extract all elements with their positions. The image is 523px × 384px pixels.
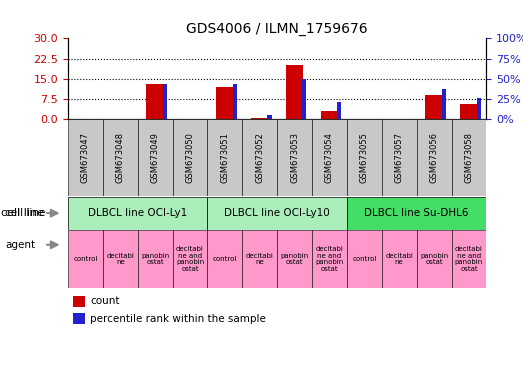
Bar — [347, 119, 382, 196]
Bar — [312, 119, 347, 196]
Text: GSM673052: GSM673052 — [255, 132, 264, 183]
Bar — [321, 111, 338, 119]
Bar — [68, 197, 208, 230]
Bar — [337, 102, 342, 119]
Text: GSM673047: GSM673047 — [81, 132, 90, 183]
Text: control: control — [352, 256, 377, 262]
Bar — [425, 95, 443, 119]
Text: panobin
ostat: panobin ostat — [420, 253, 448, 265]
Bar — [146, 84, 164, 119]
Text: GSM673053: GSM673053 — [290, 132, 299, 183]
Bar — [68, 119, 103, 196]
Bar — [312, 230, 347, 288]
Bar — [163, 84, 167, 119]
Bar — [173, 230, 208, 288]
Bar — [286, 65, 303, 119]
Text: decitabi
ne: decitabi ne — [246, 253, 274, 265]
Bar — [277, 230, 312, 288]
Bar — [417, 119, 451, 196]
Text: GSM673054: GSM673054 — [325, 132, 334, 183]
Bar — [138, 230, 173, 288]
Bar — [277, 119, 312, 196]
Bar — [476, 98, 481, 119]
Text: panobin
ostat: panobin ostat — [141, 253, 169, 265]
Text: decitabi
ne and
panobin
ostat: decitabi ne and panobin ostat — [176, 247, 204, 272]
Bar — [242, 230, 277, 288]
Text: GSM673050: GSM673050 — [186, 132, 195, 183]
Text: GSM673056: GSM673056 — [429, 132, 439, 183]
Text: GSM673055: GSM673055 — [360, 132, 369, 183]
Text: cell line: cell line — [5, 208, 46, 218]
Text: decitabi
ne and
panobin
ostat: decitabi ne and panobin ostat — [315, 247, 344, 272]
Bar — [103, 119, 138, 196]
Bar — [267, 115, 271, 119]
Text: decitabi
ne: decitabi ne — [106, 253, 134, 265]
Text: DLBCL line Su-DHL6: DLBCL line Su-DHL6 — [365, 208, 469, 218]
Text: GSM673057: GSM673057 — [395, 132, 404, 183]
Title: GDS4006 / ILMN_1759676: GDS4006 / ILMN_1759676 — [186, 22, 368, 36]
Text: control: control — [73, 256, 98, 262]
Bar — [138, 119, 173, 196]
Bar — [103, 230, 138, 288]
Bar — [382, 119, 417, 196]
Bar — [417, 230, 451, 288]
Bar — [216, 87, 234, 119]
Bar — [173, 119, 208, 196]
Bar — [233, 84, 237, 119]
Text: percentile rank within the sample: percentile rank within the sample — [90, 314, 266, 324]
Bar — [451, 230, 486, 288]
Bar — [442, 89, 446, 119]
Bar — [208, 197, 347, 230]
Bar — [251, 118, 268, 119]
Bar — [208, 230, 242, 288]
Bar — [460, 104, 477, 119]
Text: decitabi
ne: decitabi ne — [385, 253, 413, 265]
Text: count: count — [90, 296, 119, 306]
Text: panobin
ostat: panobin ostat — [280, 253, 309, 265]
Text: GSM673051: GSM673051 — [220, 132, 230, 183]
Bar — [347, 230, 382, 288]
Bar — [302, 79, 306, 119]
Text: GSM673049: GSM673049 — [151, 132, 160, 183]
Text: control: control — [213, 256, 237, 262]
Text: cell line: cell line — [2, 208, 44, 218]
Text: agent: agent — [5, 240, 36, 250]
Text: DLBCL line OCI-Ly10: DLBCL line OCI-Ly10 — [224, 208, 330, 218]
Bar — [347, 197, 486, 230]
Bar — [382, 230, 417, 288]
Bar — [451, 119, 486, 196]
Text: decitabi
ne and
panobin
ostat: decitabi ne and panobin ostat — [455, 247, 483, 272]
Text: DLBCL line OCI-Ly1: DLBCL line OCI-Ly1 — [88, 208, 187, 218]
Text: GSM673048: GSM673048 — [116, 132, 125, 183]
Bar — [208, 119, 242, 196]
Bar — [68, 230, 103, 288]
Bar — [242, 119, 277, 196]
Text: GSM673058: GSM673058 — [464, 132, 473, 183]
